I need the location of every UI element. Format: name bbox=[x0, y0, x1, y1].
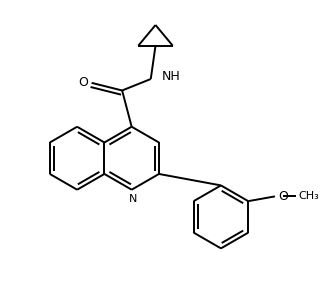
Text: O: O bbox=[278, 190, 288, 203]
Text: CH₃: CH₃ bbox=[299, 191, 320, 201]
Text: NH: NH bbox=[162, 70, 181, 83]
Text: N: N bbox=[128, 195, 137, 204]
Text: O: O bbox=[78, 76, 88, 89]
